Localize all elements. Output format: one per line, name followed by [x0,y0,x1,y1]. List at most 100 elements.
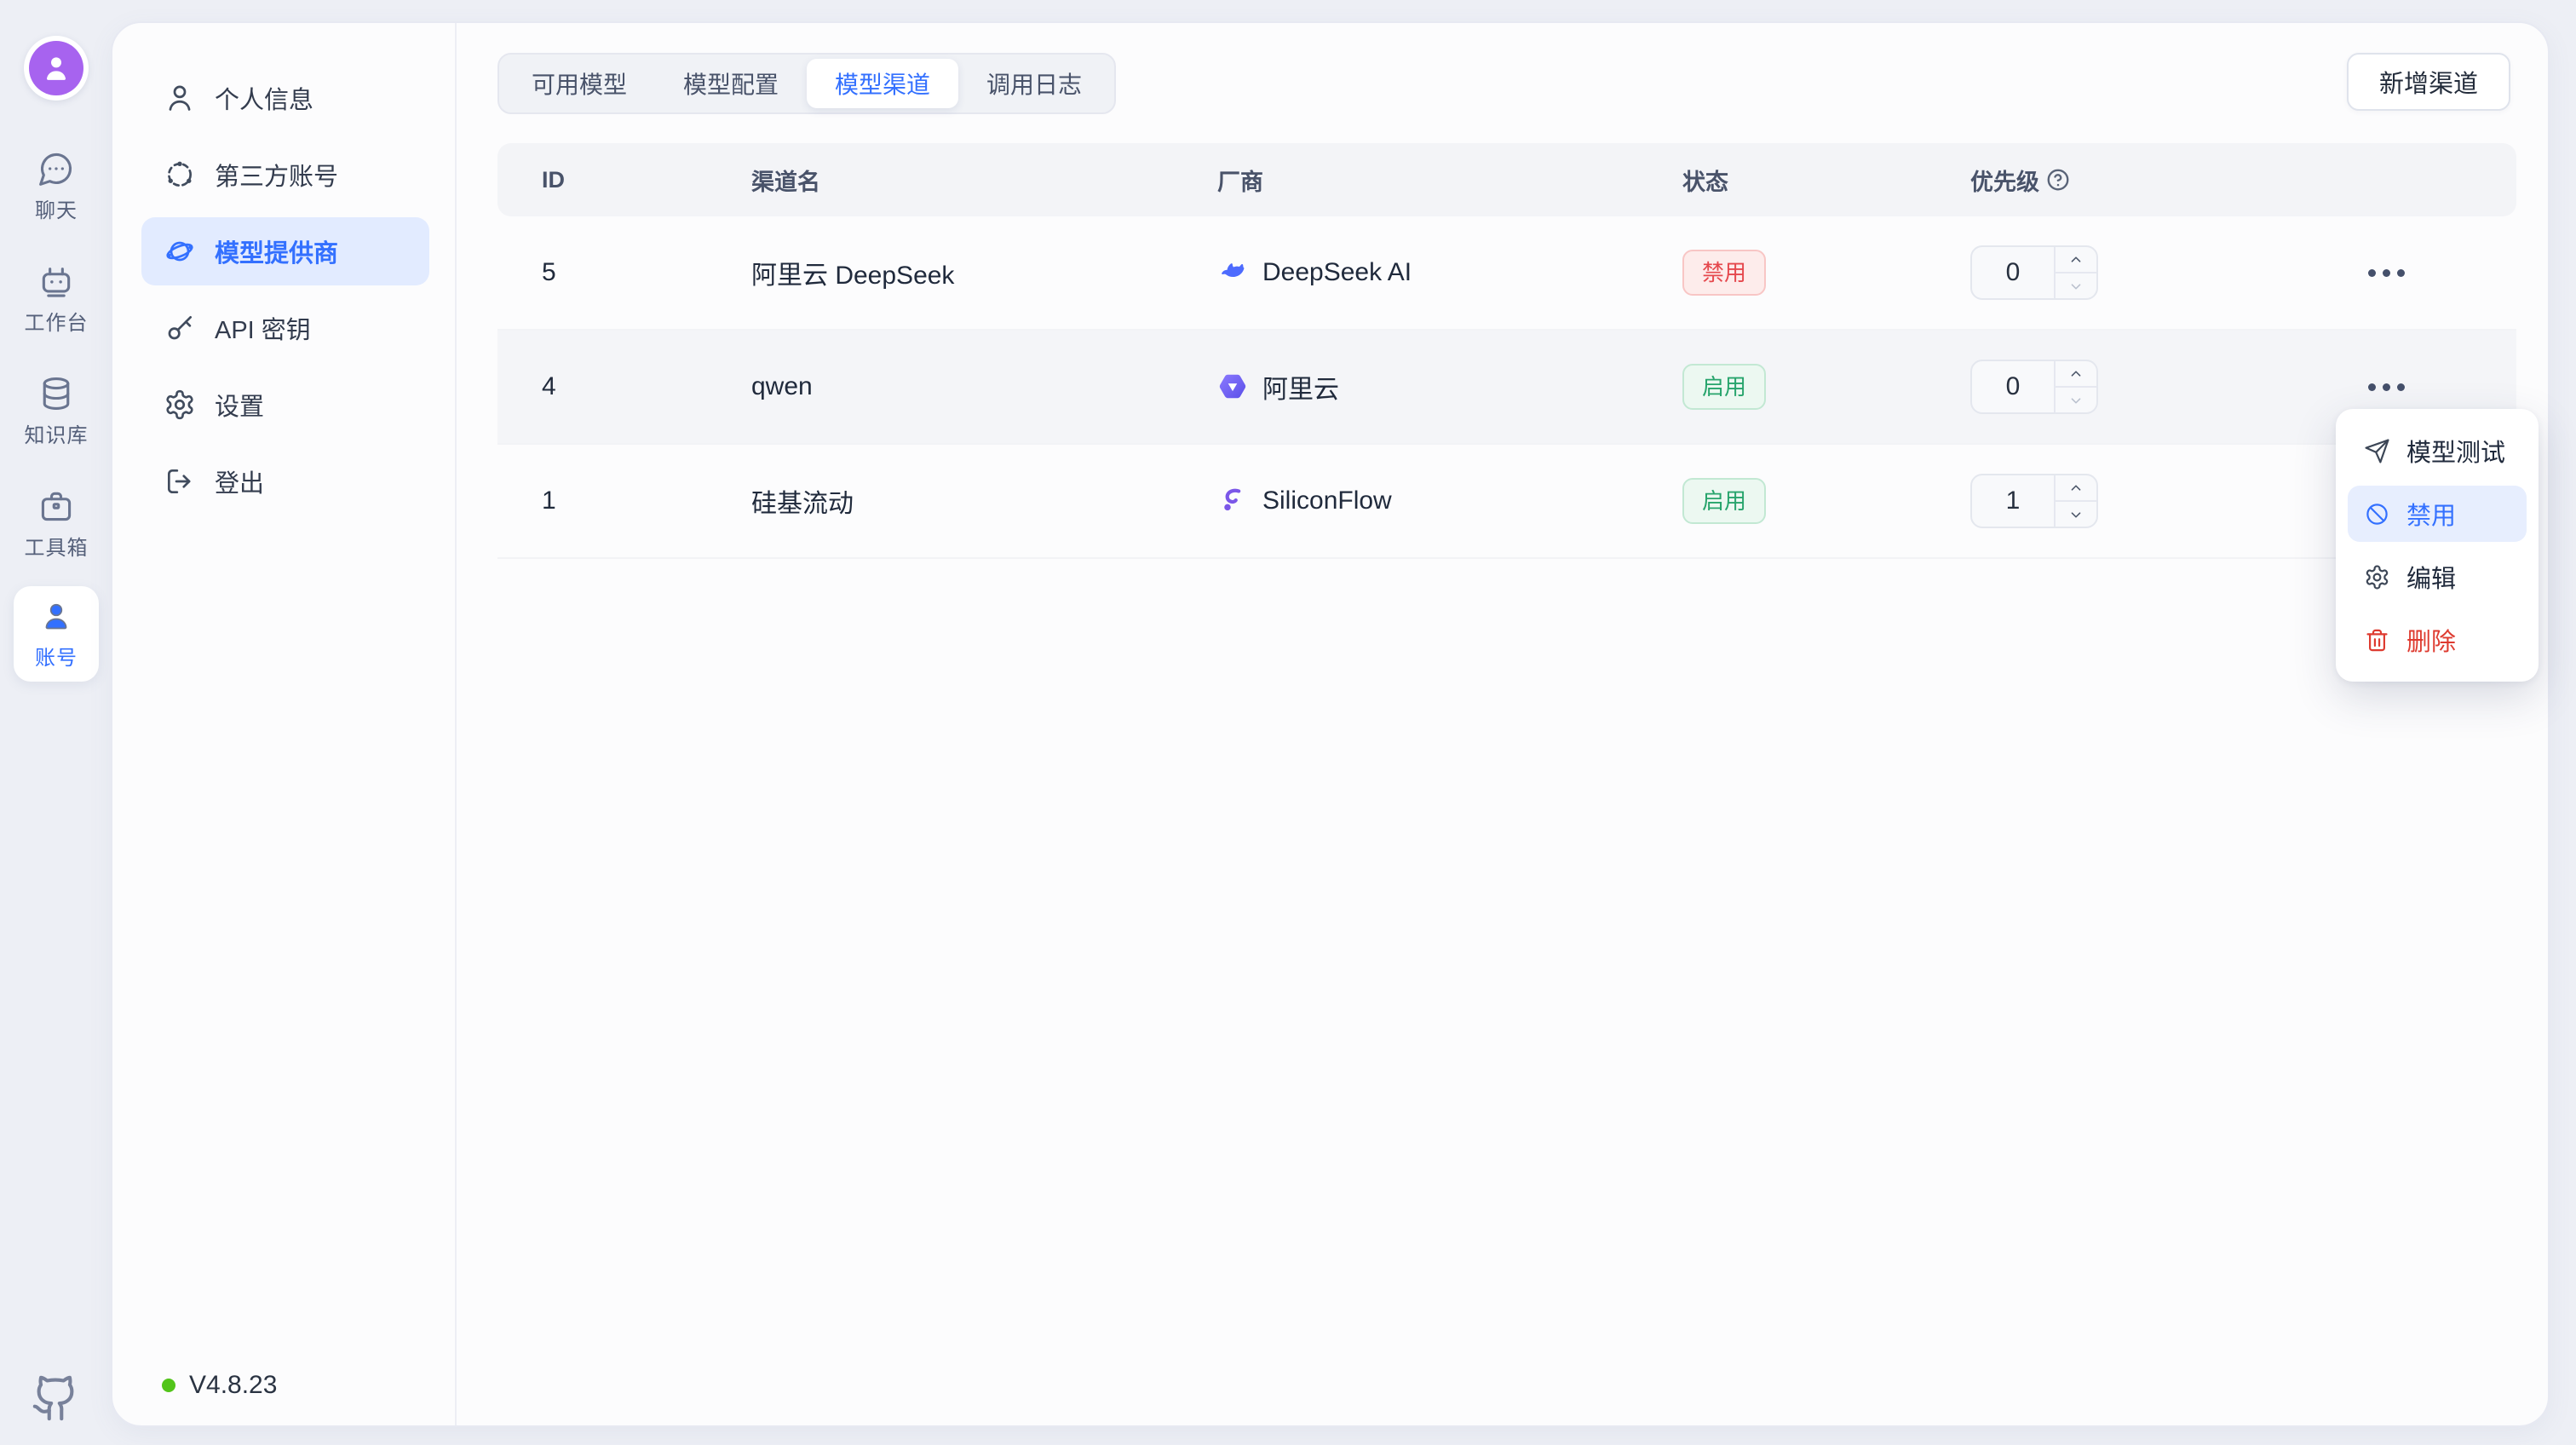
priority-stepper[interactable]: 1 [1970,474,2098,528]
rail-label: 聊天 [35,199,78,222]
ban-icon [2366,503,2388,525]
database-icon [43,377,70,410]
briefcase-icon [41,492,72,521]
context-menu: 模型测试 禁用 编辑 删除 [2336,409,2539,682]
sidebar-item-api-keys[interactable]: API 密钥 [141,294,429,362]
avatar[interactable] [24,36,89,101]
col-header-status: 状态 [1682,169,1728,195]
priority-value: 0 [2005,372,2021,400]
table-row: 5 阿里云 DeepSeek DeepSeek AI 禁用 0 [497,216,2516,331]
cell-channel-name: qwen [751,372,813,400]
stepper-up-button[interactable] [2056,475,2096,500]
priority-stepper[interactable]: 0 [1970,245,2098,300]
rail-item-chat[interactable]: 聊天 [0,150,112,223]
col-header-vendor: 厂商 [1217,169,1263,195]
sidebar-item-label: 登出 [215,470,265,498]
tab-bar: 可用模型 模型配置 模型渠道 调用日志 [497,53,1117,114]
col-header-priority: 优先级 [1964,164,2304,197]
version-status-dot [162,1379,175,1392]
menu-item-model-test[interactable]: 模型测试 [2348,423,2527,479]
sidebar-item-third-party[interactable]: 第三方账号 [141,141,429,209]
rail-label: 工作台 [24,312,89,335]
version-text: V4.8.23 [189,1371,278,1399]
menu-item-disable[interactable]: 禁用 [2348,486,2527,542]
status-badge: 启用 [1682,477,1767,525]
status-badge: 禁用 [1682,249,1767,296]
rail-item-workspace[interactable]: 工作台 [0,262,112,336]
priority-stepper[interactable]: 0 [1970,360,2098,414]
rail-label: 工具箱 [24,537,89,560]
priority-value: 0 [2005,258,2021,286]
cell-channel-name: 硅基流动 [751,490,854,518]
cell-vendor-name: DeepSeek AI [1262,258,1412,286]
chat-icon [39,153,72,186]
cell-id: 5 [542,258,556,286]
sidebar-item-settings[interactable]: 设置 [141,371,429,439]
stepper-up-button[interactable] [2056,361,2096,386]
gear-icon [166,389,193,420]
stepper-up-button[interactable] [2056,247,2096,272]
tab-model-channels[interactable]: 模型渠道 [807,59,959,108]
user-outline-icon [169,85,191,111]
avatar-user-icon [29,41,83,95]
table-row: 1 硅基流动 SiliconFlow 启用 1 [497,445,2516,559]
cell-channel-name: 阿里云 DeepSeek [751,262,955,290]
user-icon [45,603,67,629]
row-actions-button[interactable] [2360,257,2413,289]
tab-available-models[interactable]: 可用模型 [532,72,628,98]
trash-icon [2366,629,2388,651]
topbar: 可用模型 模型配置 模型渠道 调用日志 新增渠道 [497,53,2510,114]
cell-vendor-name: 阿里云 [1262,376,1339,404]
channels-table: ID 渠道名 厂商 状态 优先级 5 阿里云 DeepSeek [497,143,2516,559]
logout-icon [167,469,191,494]
sidebar-item-model-provider[interactable]: 模型提供商 [141,217,429,285]
sidebar-item-label: API 密钥 [215,317,311,344]
help-icon[interactable] [2045,167,2071,193]
main-panel: 个人信息 第三方账号 模型提供商 API 密钥 设置 登出 [111,21,2550,1427]
account-sidebar: 个人信息 第三方账号 模型提供商 API 密钥 设置 登出 [112,23,457,1425]
gear-icon [2366,564,2389,590]
robot-icon [42,268,71,297]
stepper-down-button[interactable] [2056,386,2096,412]
cell-id: 4 [542,372,556,400]
alibabacloud-icon [1217,371,1248,402]
rail-item-account[interactable]: 账号 [14,586,99,682]
orbit-icon [167,161,193,187]
cell-id: 1 [542,486,556,515]
stepper-down-button[interactable] [2056,500,2096,527]
sidebar-item-personal-info[interactable]: 个人信息 [141,64,429,132]
tab-call-logs[interactable]: 调用日志 [986,72,1083,98]
version-row: V4.8.23 [162,1371,277,1400]
left-rail: 聊天 工作台 知识库 工具箱 账号 [0,0,112,1445]
table-row: 4 qwen 阿里云 启用 0 [497,331,2516,445]
priority-value: 1 [2005,486,2021,515]
status-badge: 启用 [1682,363,1767,411]
sidebar-item-label: 第三方账号 [215,164,339,191]
send-icon [2365,438,2389,463]
model-provider-icon [166,241,193,262]
sidebar-item-label: 模型提供商 [215,240,339,268]
sidebar-item-label: 个人信息 [215,87,314,114]
siliconflow-icon [1217,486,1248,516]
table-header: ID 渠道名 厂商 状态 优先级 [497,143,2516,216]
stepper-down-button[interactable] [2056,272,2096,298]
sidebar-item-label: 设置 [215,394,265,421]
tab-model-config[interactable]: 模型配置 [683,72,779,98]
col-header-name: 渠道名 [751,169,820,195]
rail-label: 知识库 [24,424,89,447]
add-channel-button[interactable]: 新增渠道 [2346,53,2510,111]
key-icon [168,315,193,340]
github-icon[interactable] [31,1373,80,1423]
col-header-id: ID [542,166,565,193]
deepseek-icon [1217,257,1248,288]
cell-vendor-name: SiliconFlow [1262,486,1392,515]
menu-item-delete[interactable]: 删除 [2348,612,2527,668]
rail-label: 账号 [35,646,78,670]
sidebar-item-logout[interactable]: 登出 [141,447,429,515]
rail-item-knowledge-base[interactable]: 知识库 [0,375,112,448]
rail-item-toolbox[interactable]: 工具箱 [0,487,112,561]
row-actions-button[interactable] [2360,371,2413,403]
menu-item-edit[interactable]: 编辑 [2348,549,2527,605]
model-channel-content: 可用模型 模型配置 模型渠道 调用日志 新增渠道 ID 渠道名 厂商 状态 优先… [458,23,2548,1425]
